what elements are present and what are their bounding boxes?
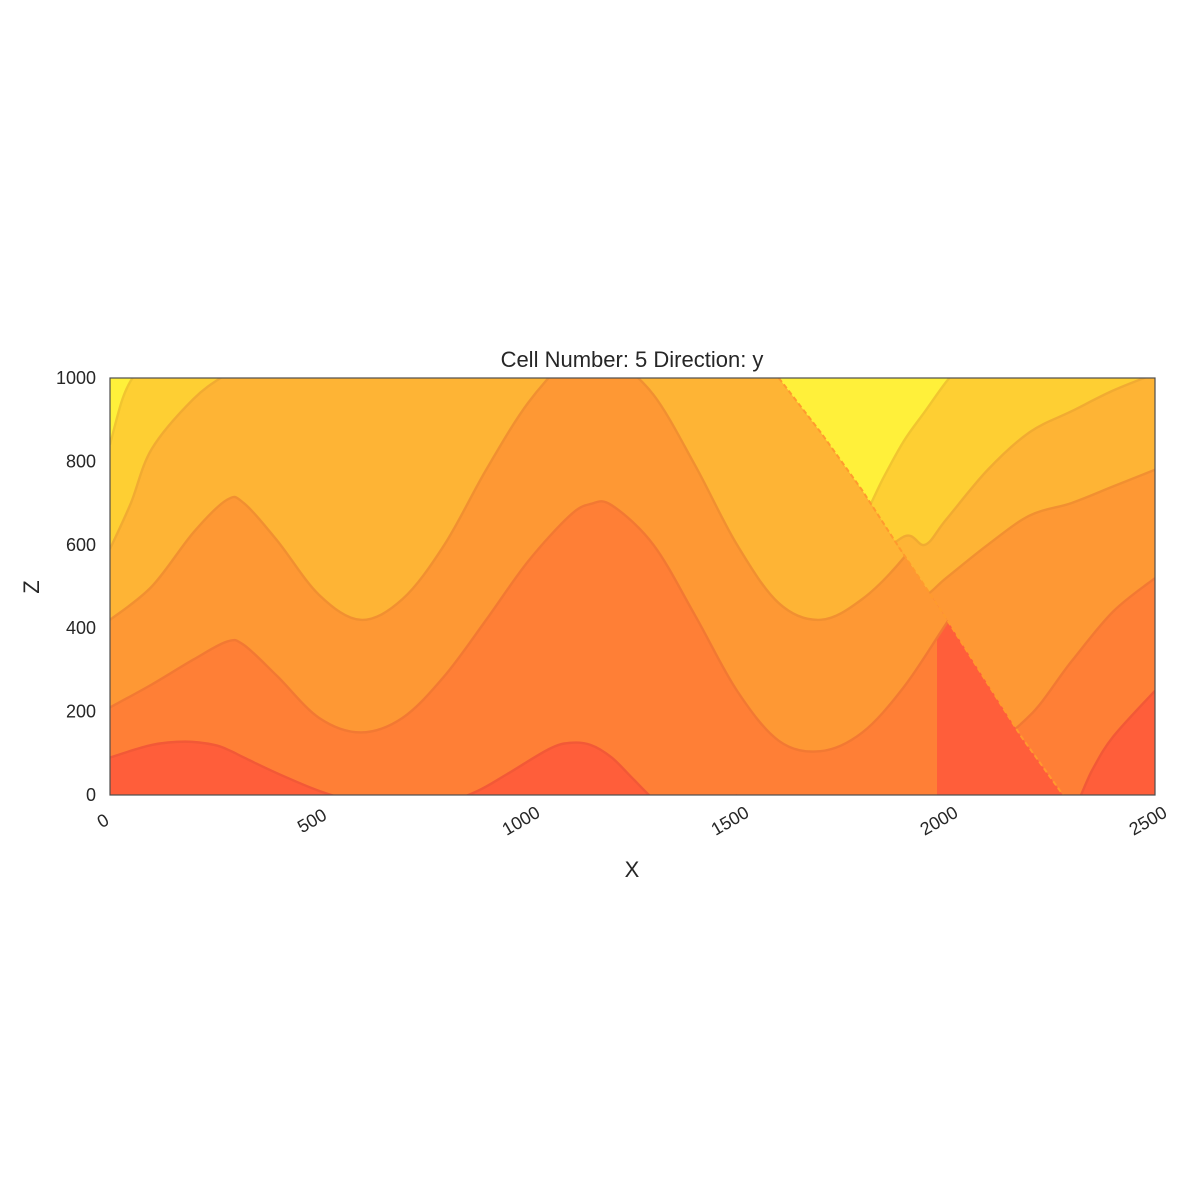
y-tick-label: 200 [66, 702, 96, 722]
y-tick-label: 800 [66, 451, 96, 471]
y-tick-label: 0 [86, 785, 96, 805]
y-tick-label: 400 [66, 618, 96, 638]
x-tick-label: 500 [294, 805, 330, 837]
x-axis-ticks: 0 500 1000 1500 2000 2500 [94, 802, 1171, 839]
left-block-contact-5 [110, 378, 153, 446]
x-tick-label: 2500 [1126, 802, 1171, 839]
y-axis-label: Z [19, 580, 44, 593]
left-block-contact-3 [110, 378, 947, 622]
chart-title: Cell Number: 5 Direction: y [501, 347, 764, 372]
y-tick-label: 600 [66, 535, 96, 555]
left-block-contact-4 [110, 378, 299, 550]
x-tick-label: 2000 [917, 802, 962, 839]
x-tick-label: 1000 [499, 802, 544, 839]
fault-trace [778, 378, 1064, 795]
y-tick-label: 1000 [56, 368, 96, 388]
left-block-contact-1 [110, 740, 738, 795]
x-axis-label: X [625, 857, 640, 882]
right-block-contact-2 [944, 689, 1155, 795]
y-axis-ticks: 0 200 400 600 800 1000 [56, 368, 96, 805]
x-tick-label: 1500 [708, 802, 753, 839]
plot-frame [109, 377, 1156, 796]
x-tick-label: 0 [94, 810, 113, 832]
left-block-contact-2 [110, 500, 1031, 753]
